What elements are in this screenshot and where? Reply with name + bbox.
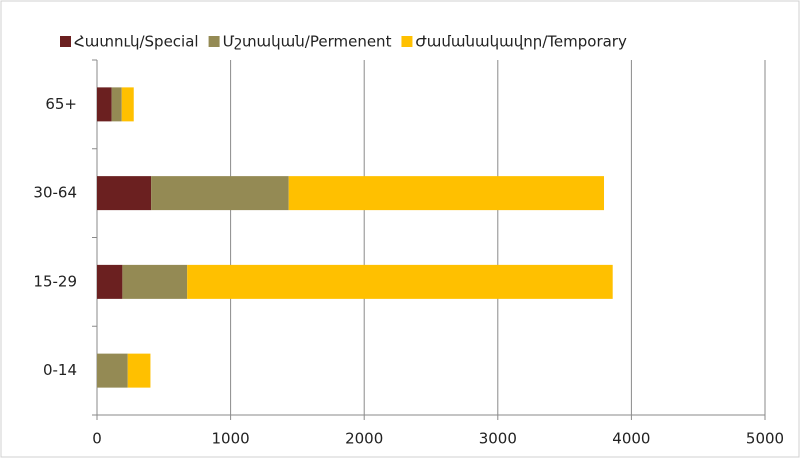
bar-segment: [151, 176, 289, 211]
bar-segment: [288, 176, 605, 211]
legend-label: Մշտական/Permenent: [223, 33, 392, 51]
bar-segment: [97, 176, 152, 211]
y-tick-label: 65+: [45, 95, 77, 113]
bar-segment: [121, 87, 134, 122]
bar-segment: [97, 353, 128, 388]
bar-segment: [97, 264, 123, 299]
x-tick-label: 5000: [746, 430, 784, 448]
y-tick-label: 0-14: [43, 361, 77, 379]
bar-segment: [111, 87, 122, 122]
legend-swatch: [208, 36, 220, 47]
x-tick-label: 4000: [612, 430, 650, 448]
x-tick-label: 1000: [212, 430, 250, 448]
x-tick-label: 2000: [345, 430, 383, 448]
bar-segment: [97, 87, 112, 122]
legend-swatch: [401, 36, 413, 47]
x-tick-label: 0: [92, 430, 102, 448]
legend-label: Ժամանակավոր/Temporary: [415, 33, 627, 51]
x-tick-label: 3000: [479, 430, 517, 448]
y-tick-label: 30-64: [33, 184, 77, 202]
legend-swatch: [60, 36, 71, 47]
y-tick-label: 15-29: [33, 272, 77, 290]
bar-segment: [127, 353, 151, 388]
bar-segment: [122, 264, 188, 299]
legend-label: Հատուկ/Special: [74, 33, 199, 51]
bar-segment: [187, 264, 613, 299]
